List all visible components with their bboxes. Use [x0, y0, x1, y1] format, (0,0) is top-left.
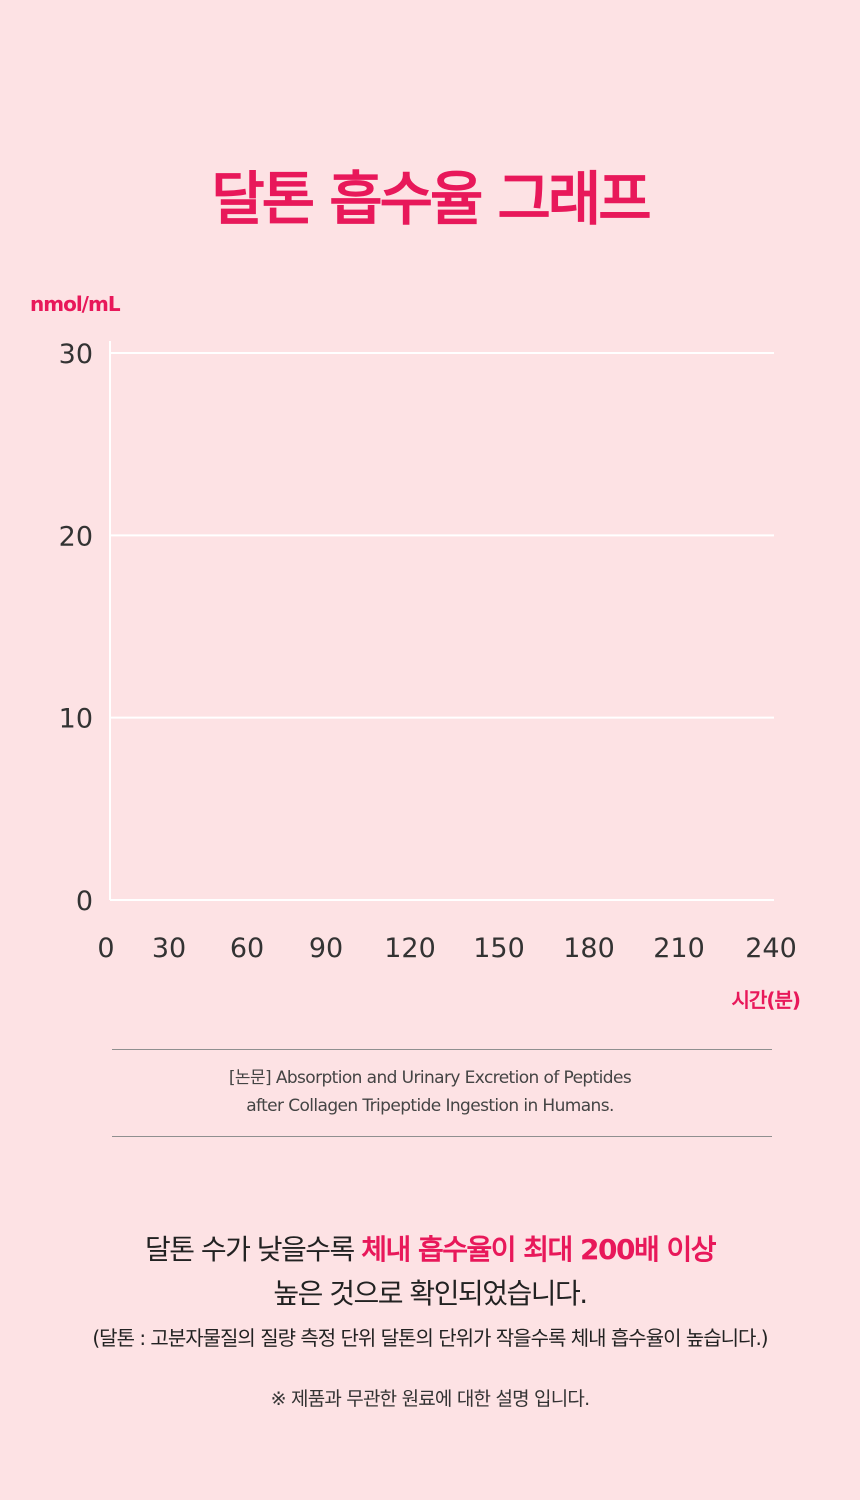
summary-line-1-prefix: 달톤 수가 낮을수록 — [144, 1233, 362, 1266]
summary-highlight: 체내 흡수율이 최대 200배 이상 — [361, 1233, 716, 1266]
source-line-2: after Collagen Tripeptide Ingestion in H… — [246, 1096, 614, 1116]
x-tick-label: 210 — [653, 933, 705, 964]
x-tick-label: 120 — [384, 933, 436, 964]
x-tick-label: 90 — [309, 933, 343, 964]
source-citation: [논문] Absorption and Urinary Excretion of… — [0, 1064, 860, 1120]
x-tick-label: 240 — [745, 933, 797, 964]
x-tick-label: 30 — [152, 933, 186, 964]
x-tick-label: 150 — [473, 933, 525, 964]
summary-line-1: 달톤 수가 낮을수록 체내 흡수율이 최대 200배 이상 — [0, 1228, 860, 1272]
page-title: 달톤 흡수율 그래프 — [211, 165, 651, 233]
source-divider-bottom — [112, 1136, 772, 1137]
summary-text: 달톤 수가 낮을수록 체내 흡수율이 최대 200배 이상 높은 것으로 확인되… — [0, 1228, 860, 1316]
summary-line-2: 높은 것으로 확인되었습니다. — [273, 1277, 588, 1310]
y-axis-unit-label: nmol/mL — [30, 292, 121, 316]
x-tick-label: 180 — [563, 933, 615, 964]
y-tick-label: 20 — [59, 521, 93, 552]
absorption-chart: 0 10 20 30 0 30 60 90 120 150 180 210 240 — [59, 339, 797, 964]
disclaimer-note: ※ 제품과 무관한 원료에 대한 설명 입니다. — [270, 1388, 590, 1410]
source-line-1: [논문] Absorption and Urinary Excretion of… — [228, 1068, 632, 1088]
y-tick-label: 30 — [59, 339, 93, 370]
source-divider-top — [112, 1049, 772, 1050]
x-tick-label: 0 — [97, 933, 114, 964]
y-tick-label: 0 — [76, 886, 93, 917]
x-tick-label: 60 — [230, 933, 264, 964]
x-axis-unit-label: 시간(분) — [731, 988, 801, 1012]
dalton-footnote: (달톤 : 고분자물질의 질량 측정 단위 달톤의 단위가 작을수록 체내 흡수… — [92, 1326, 768, 1350]
y-tick-label: 10 — [59, 704, 93, 735]
